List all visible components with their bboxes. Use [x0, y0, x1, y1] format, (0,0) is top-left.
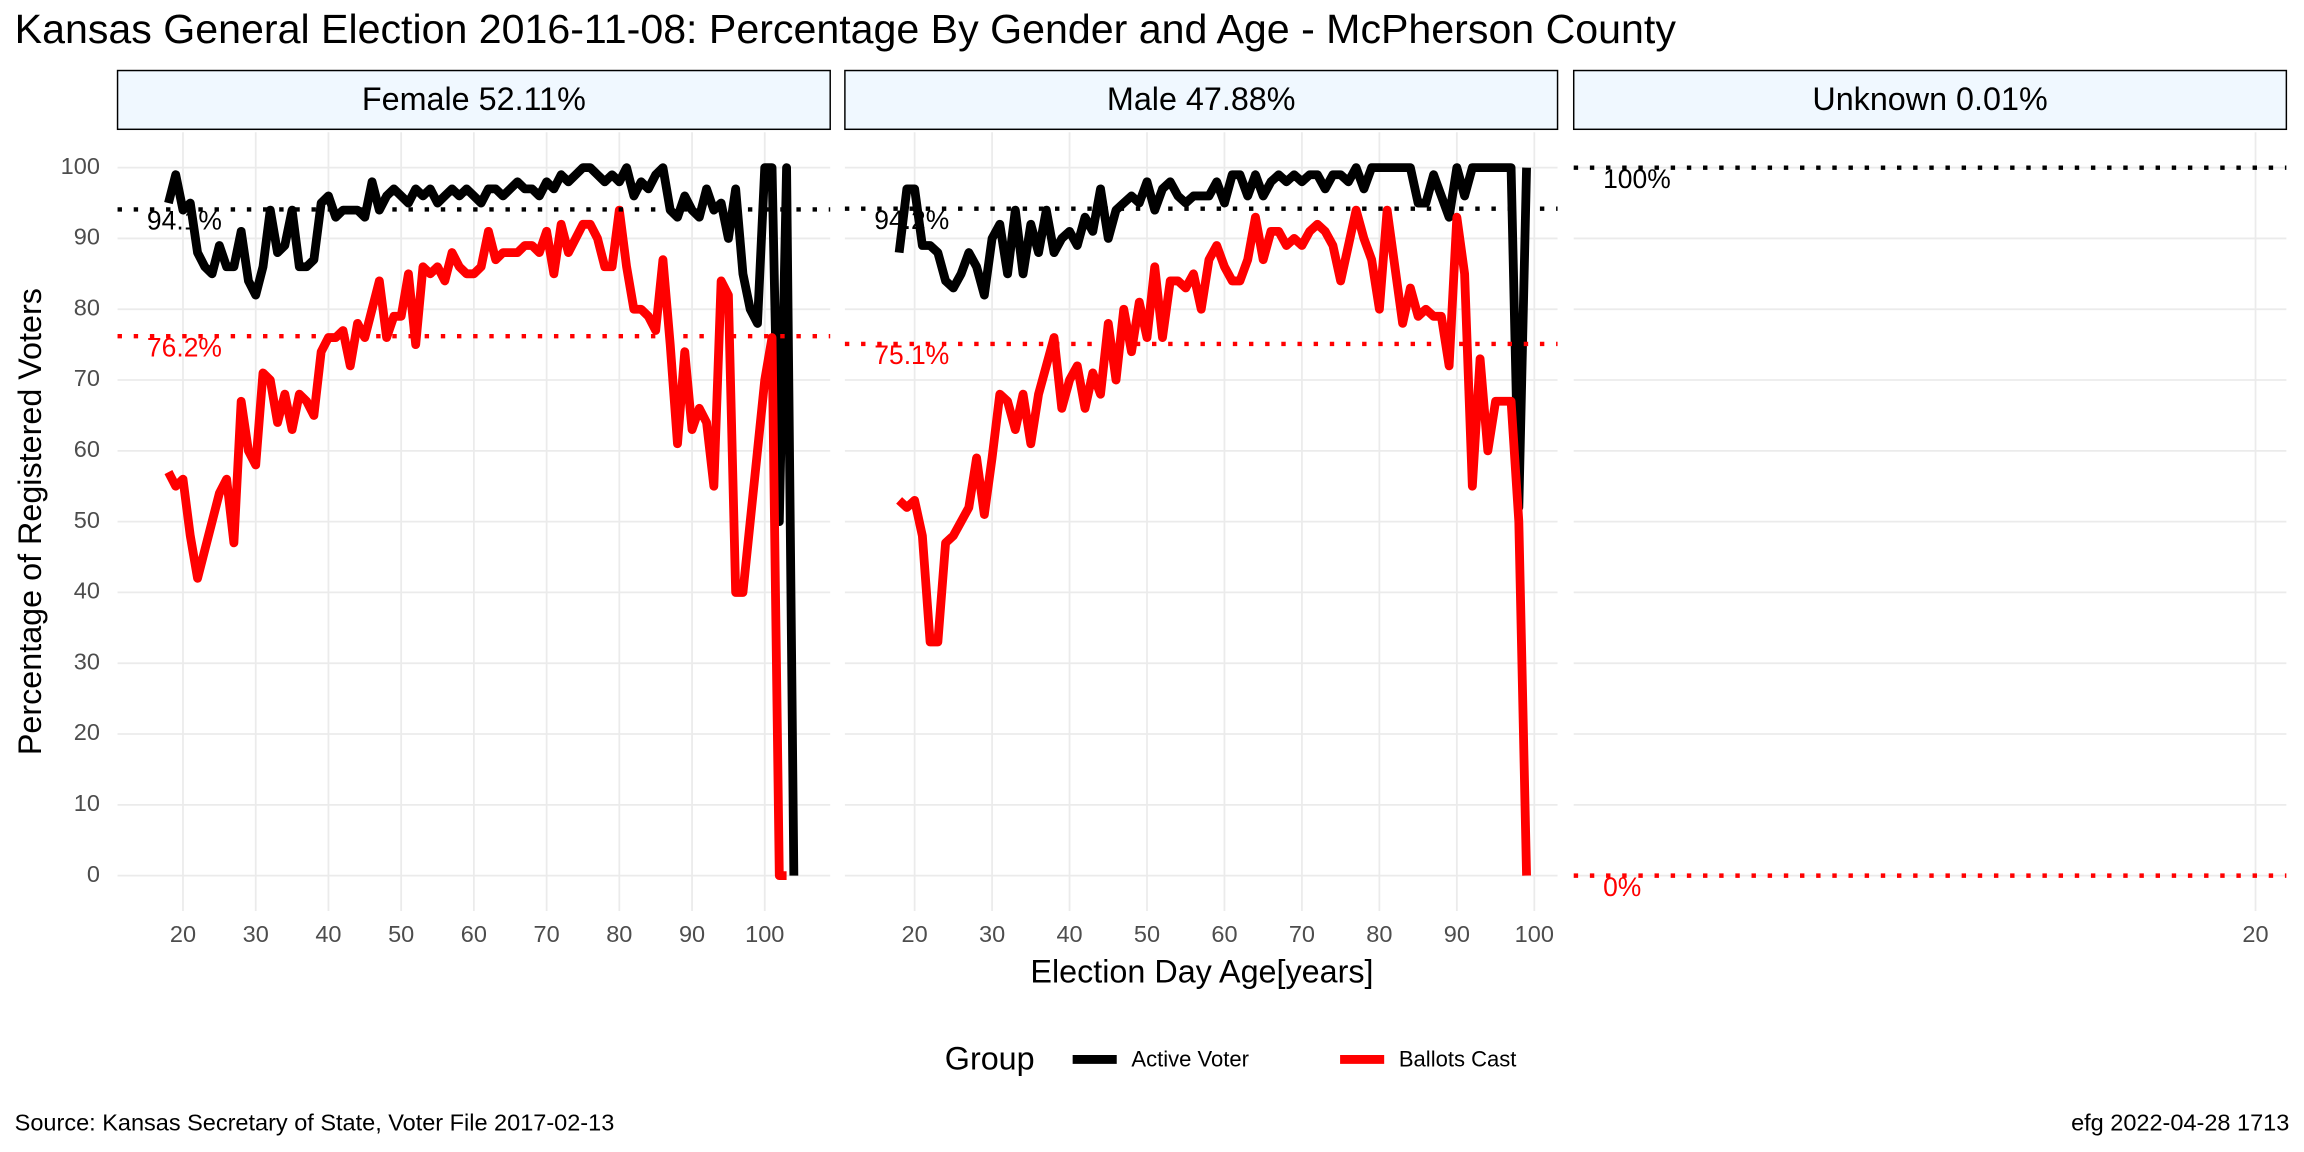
x-tick-label: 30	[243, 921, 269, 947]
y-tick-label: 0	[87, 861, 100, 887]
reference-label: 94.1%	[147, 206, 222, 236]
facet-strip	[1572, 69, 2288, 131]
y-tick-label: 20	[74, 719, 100, 745]
reference-label: 0%	[1603, 872, 1641, 902]
x-tick-label: 60	[461, 921, 487, 947]
credit-note: efg 2022-04-28 1713	[2071, 1109, 2289, 1135]
x-tick-label: 20	[170, 921, 196, 947]
x-axis-label: Election Day Age[years]	[1030, 954, 1373, 990]
y-tick-label: 40	[74, 578, 100, 604]
x-tick-label: 20	[2242, 921, 2268, 947]
facet-title: Female 52.11%	[362, 81, 586, 117]
data-line	[164, 163, 799, 876]
legend-label: Active Voter	[1131, 1047, 1249, 1072]
reference-label: 76.2%	[147, 332, 222, 362]
x-tick-label: 50	[1134, 921, 1160, 947]
x-tick-label: 50	[388, 921, 414, 947]
x-tick-label: 20	[902, 921, 928, 947]
y-tick-label: 30	[74, 648, 100, 674]
chart-title: Kansas General Election 2016-11-08: Perc…	[15, 6, 1677, 52]
y-tick-label: 80	[74, 294, 100, 320]
legend-title: Group	[945, 1040, 1035, 1076]
y-axis-label: Percentage of Registered Voters	[12, 288, 48, 755]
x-tick-label: 70	[1289, 921, 1315, 947]
reference-label: 75.1%	[874, 340, 949, 370]
x-tick-label: 40	[315, 921, 341, 947]
legend-label: Ballots Cast	[1399, 1047, 1517, 1072]
facet-title: Male 47.88%	[1107, 81, 1296, 117]
x-tick-label: 100	[745, 921, 784, 947]
y-tick-label: 100	[61, 153, 100, 179]
x-tick-label: 40	[1056, 921, 1082, 947]
data-line	[894, 163, 1531, 512]
x-tick-label: 80	[606, 921, 632, 947]
source-note: Source: Kansas Secretary of State, Voter…	[15, 1109, 615, 1135]
data-line	[896, 205, 1531, 876]
y-tick-label: 90	[74, 224, 100, 250]
x-tick-label: 30	[979, 921, 1005, 947]
y-tick-label: 60	[74, 436, 100, 462]
x-tick-label: 70	[534, 921, 560, 947]
reference-label: 100%	[1603, 164, 1671, 194]
x-tick-label: 90	[1444, 921, 1470, 947]
x-tick-label: 80	[1366, 921, 1392, 947]
y-tick-label: 10	[74, 790, 100, 816]
x-tick-label: 100	[1515, 921, 1554, 947]
facet-strip	[116, 69, 831, 131]
y-tick-label: 50	[74, 507, 100, 533]
x-tick-label: 90	[679, 921, 705, 947]
facet-strip	[844, 69, 1559, 131]
data-line	[164, 205, 787, 881]
x-tick-label: 60	[1211, 921, 1237, 947]
y-tick-label: 70	[74, 365, 100, 391]
facet-title: Unknown 0.01%	[1812, 81, 2047, 117]
reference-label: 94.2%	[874, 205, 949, 235]
